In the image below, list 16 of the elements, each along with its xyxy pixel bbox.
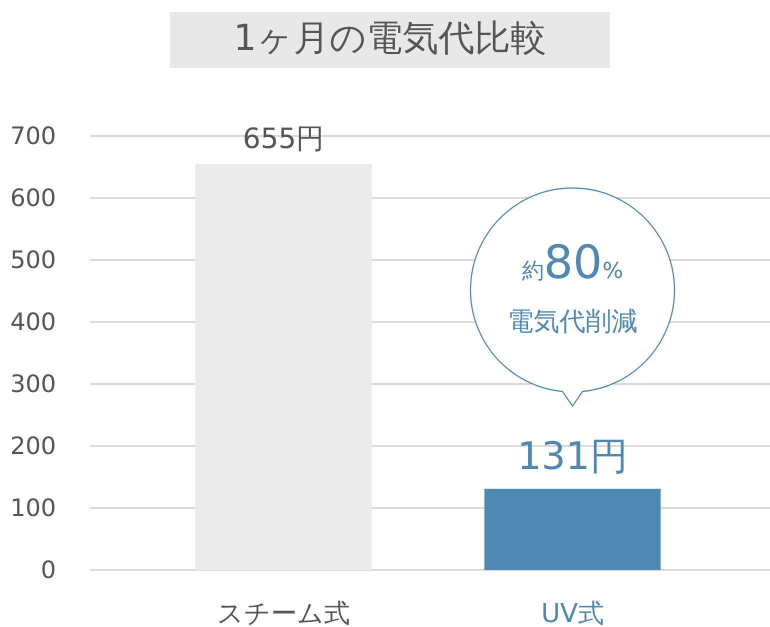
- y-tick-label: 700: [10, 122, 56, 150]
- y-tick-label: 600: [10, 184, 56, 212]
- annotation: 約80%: [522, 235, 624, 289]
- x-tick-label: スチーム式: [217, 599, 350, 627]
- chart-title: 1ヶ月の電気代比較: [234, 18, 546, 59]
- data-label: 131円: [517, 434, 628, 478]
- y-tick-label: 500: [10, 246, 56, 274]
- annotation: 電気代削減: [508, 307, 638, 337]
- x-tick-label: UV式: [541, 599, 604, 627]
- y-tick-label: 200: [10, 432, 56, 460]
- y-tick-label: 100: [10, 494, 56, 522]
- title: 1ヶ月の電気代比較: [170, 12, 610, 68]
- y-tick-label: 400: [10, 308, 56, 336]
- data-label: 655円: [242, 122, 324, 155]
- y-tick-label: 0: [40, 556, 56, 584]
- y-tick-label: 300: [10, 370, 56, 398]
